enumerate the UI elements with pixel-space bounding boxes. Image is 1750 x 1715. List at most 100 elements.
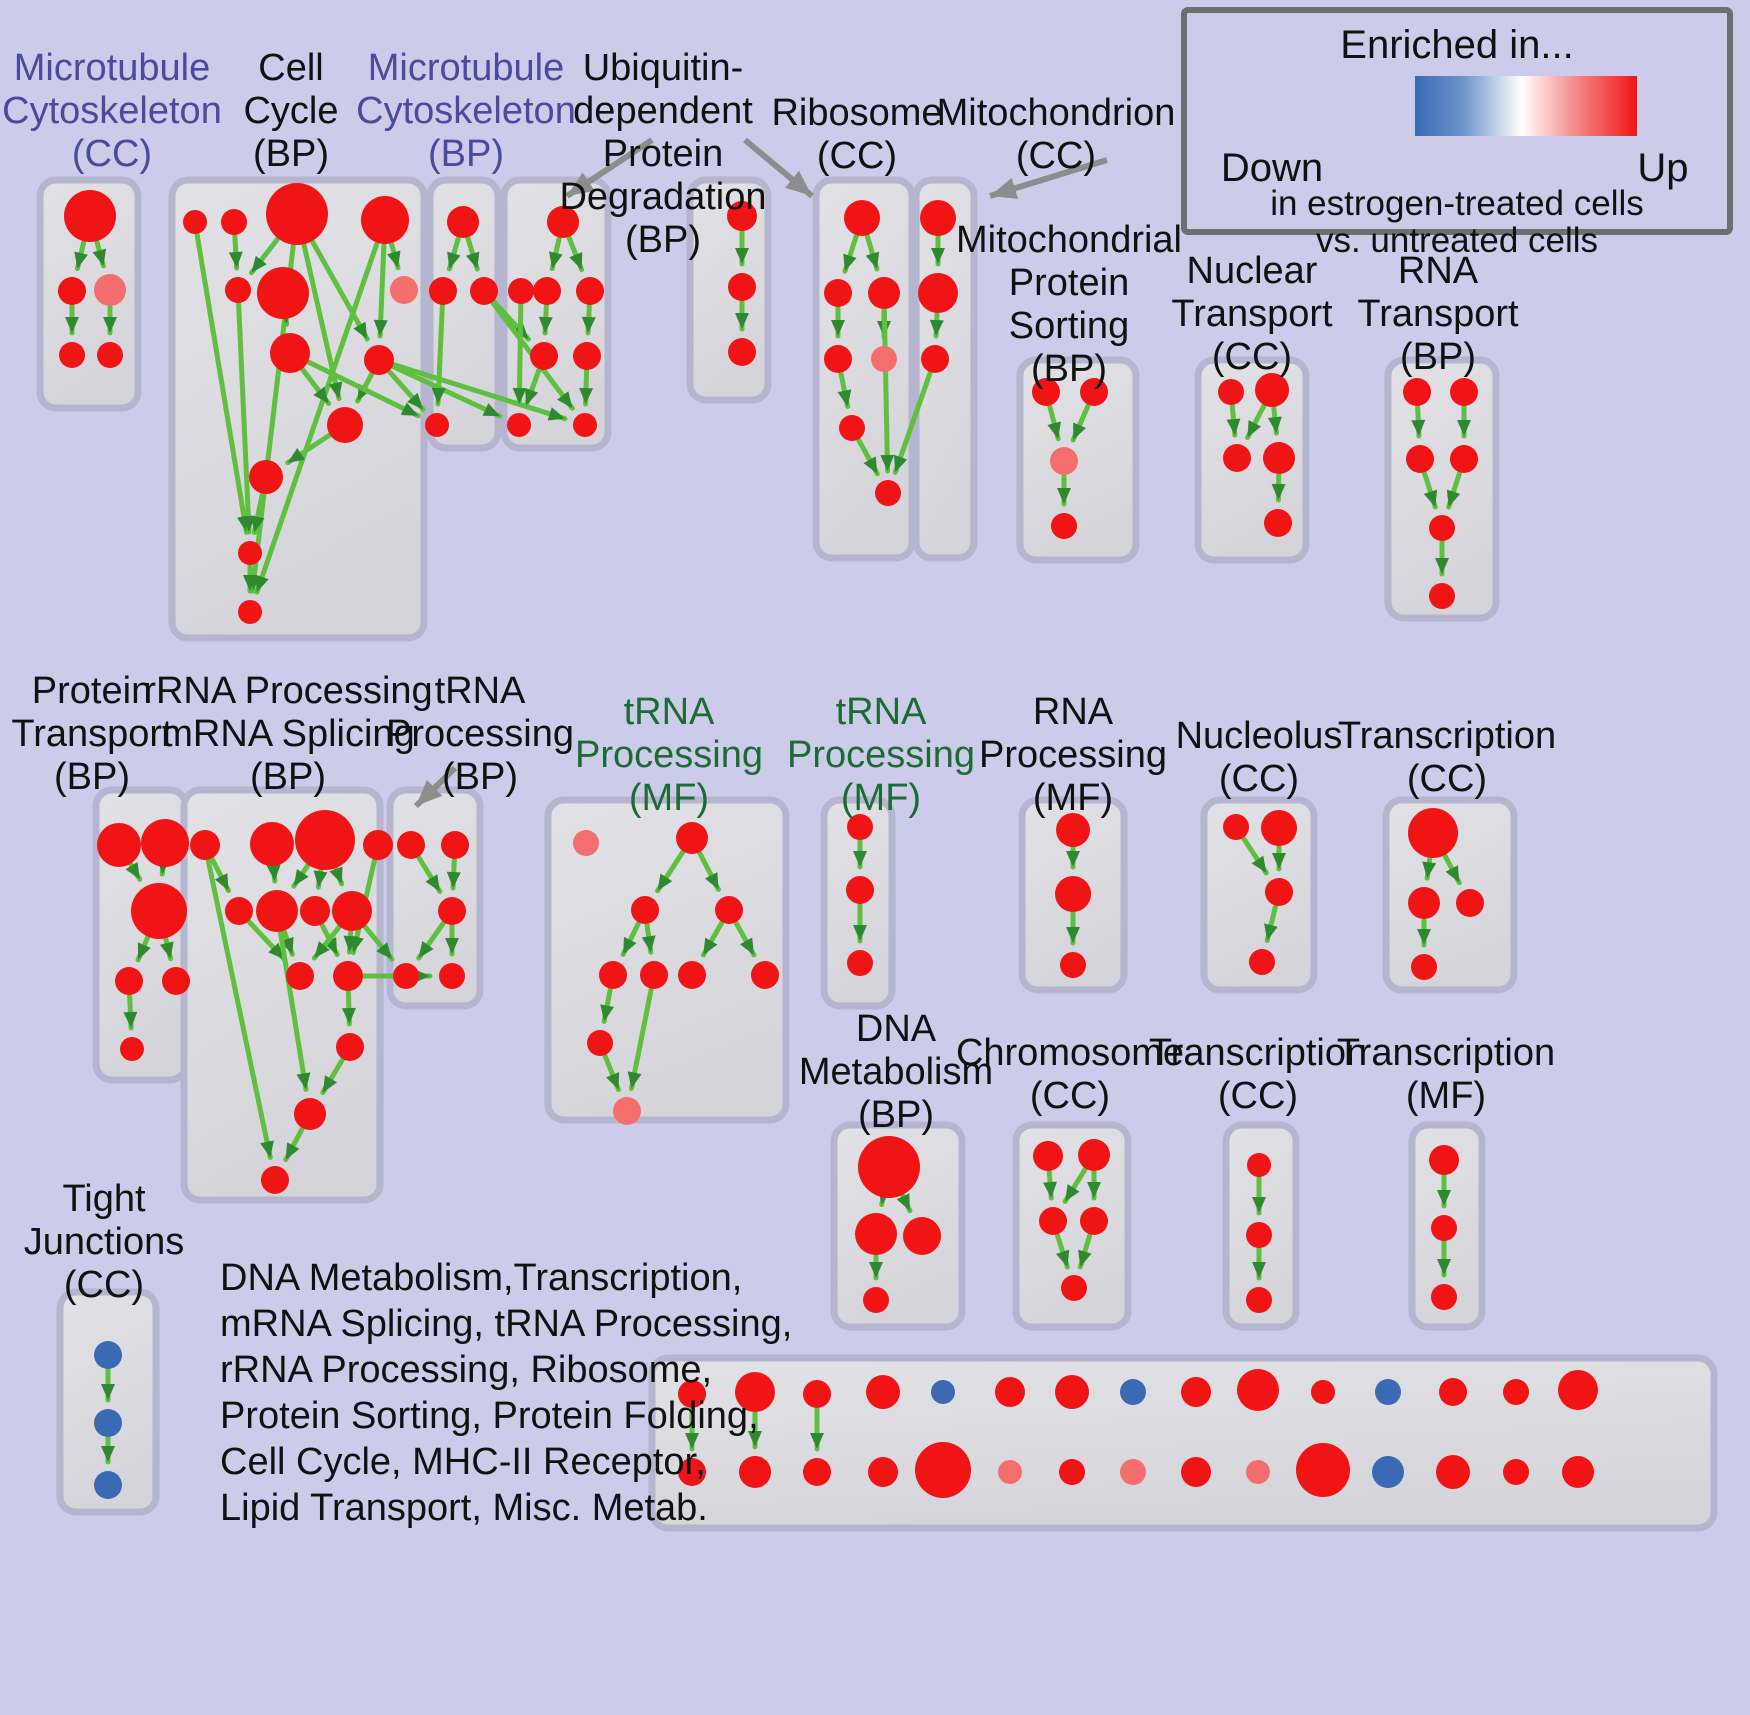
gene-node[interactable] [1080,1207,1108,1235]
gene-node[interactable] [1408,808,1458,858]
gene-node[interactable] [1261,810,1297,846]
gene-node[interactable] [868,1457,898,1487]
gene-node[interactable] [915,1442,971,1498]
gene-node[interactable] [1263,442,1295,474]
gene-node[interactable] [221,209,247,235]
gene-node[interactable] [995,1377,1025,1407]
gene-node[interactable] [162,967,190,995]
gene-node[interactable] [920,200,956,236]
gene-node[interactable] [631,896,659,924]
gene-node[interactable] [397,831,425,859]
gene-node[interactable] [1503,1379,1529,1405]
gene-node[interactable] [1120,1459,1146,1485]
gene-node[interactable] [640,961,668,989]
gene-node[interactable] [447,206,479,238]
gene-node[interactable] [238,600,262,624]
gene-node[interactable] [1246,1460,1270,1484]
gene-node[interactable] [1406,445,1434,473]
gene-node[interactable] [327,407,363,443]
gene-node[interactable] [270,333,310,373]
gene-node[interactable] [1372,1456,1404,1488]
gene-node[interactable] [295,810,355,870]
gene-node[interactable] [59,342,85,368]
gene-node[interactable] [1403,378,1431,406]
gene-node[interactable] [470,277,498,305]
gene-node[interactable] [1078,1139,1110,1171]
gene-node[interactable] [332,891,372,931]
gene-node[interactable] [599,961,627,989]
gene-node[interactable] [1120,1379,1146,1405]
gene-node[interactable] [333,961,363,991]
gene-node[interactable] [1375,1379,1401,1405]
gene-node[interactable] [576,277,604,305]
gene-node[interactable] [573,413,597,437]
gene-node[interactable] [678,1458,706,1486]
gene-node[interactable] [225,277,251,303]
gene-node[interactable] [1429,515,1455,541]
gene-node[interactable] [363,830,393,860]
gene-node[interactable] [735,1372,775,1412]
gene-node[interactable] [1080,378,1108,406]
gene-node[interactable] [425,413,449,437]
gene-node[interactable] [1439,1378,1467,1406]
gene-node[interactable] [918,273,958,313]
gene-node[interactable] [1450,445,1478,473]
gene-node[interactable] [1247,1153,1271,1177]
gene-node[interactable] [336,1033,364,1061]
gene-node[interactable] [94,1409,122,1437]
gene-node[interactable] [839,415,865,441]
gene-node[interactable] [676,822,708,854]
gene-node[interactable] [1429,1145,1459,1175]
gene-node[interactable] [573,342,601,370]
gene-node[interactable] [131,883,187,939]
gene-node[interactable] [1411,954,1437,980]
gene-node[interactable] [715,896,743,924]
gene-node[interactable] [250,822,294,866]
gene-node[interactable] [844,200,880,236]
gene-node[interactable] [1265,878,1293,906]
gene-node[interactable] [1056,813,1090,847]
gene-node[interactable] [225,897,253,925]
gene-node[interactable] [863,1287,889,1313]
gene-node[interactable] [97,823,141,867]
gene-node[interactable] [94,1471,122,1499]
gene-node[interactable] [300,896,330,926]
gene-node[interactable] [429,277,457,305]
gene-node[interactable] [1431,1284,1457,1310]
gene-node[interactable] [1059,1459,1085,1485]
gene-node[interactable] [587,1030,613,1056]
gene-node[interactable] [1558,1370,1598,1410]
gene-node[interactable] [855,1213,897,1255]
gene-node[interactable] [871,346,897,372]
gene-node[interactable] [1237,1369,1279,1411]
gene-node[interactable] [728,338,756,366]
gene-node[interactable] [903,1217,941,1255]
gene-node[interactable] [803,1458,831,1486]
gene-node[interactable] [190,830,220,860]
gene-node[interactable] [441,831,469,859]
gene-node[interactable] [847,814,873,840]
gene-node[interactable] [1436,1455,1470,1489]
gene-node[interactable] [921,345,949,373]
gene-node[interactable] [1296,1443,1350,1497]
gene-node[interactable] [1060,952,1086,978]
gene-node[interactable] [1249,949,1275,975]
gene-node[interactable] [94,274,126,306]
gene-node[interactable] [547,206,579,238]
gene-node[interactable] [1033,1141,1063,1171]
gene-node[interactable] [1050,447,1078,475]
gene-node[interactable] [931,1380,955,1404]
gene-node[interactable] [1311,1380,1335,1404]
gene-node[interactable] [1503,1459,1529,1485]
gene-node[interactable] [1429,583,1455,609]
gene-node[interactable] [1562,1456,1594,1488]
gene-node[interactable] [1032,378,1060,406]
gene-node[interactable] [94,1341,122,1369]
gene-node[interactable] [868,277,900,309]
gene-node[interactable] [1181,1377,1211,1407]
gene-node[interactable] [294,1098,326,1130]
gene-node[interactable] [1055,1375,1089,1409]
gene-node[interactable] [58,277,86,305]
gene-node[interactable] [846,876,874,904]
gene-node[interactable] [249,460,283,494]
